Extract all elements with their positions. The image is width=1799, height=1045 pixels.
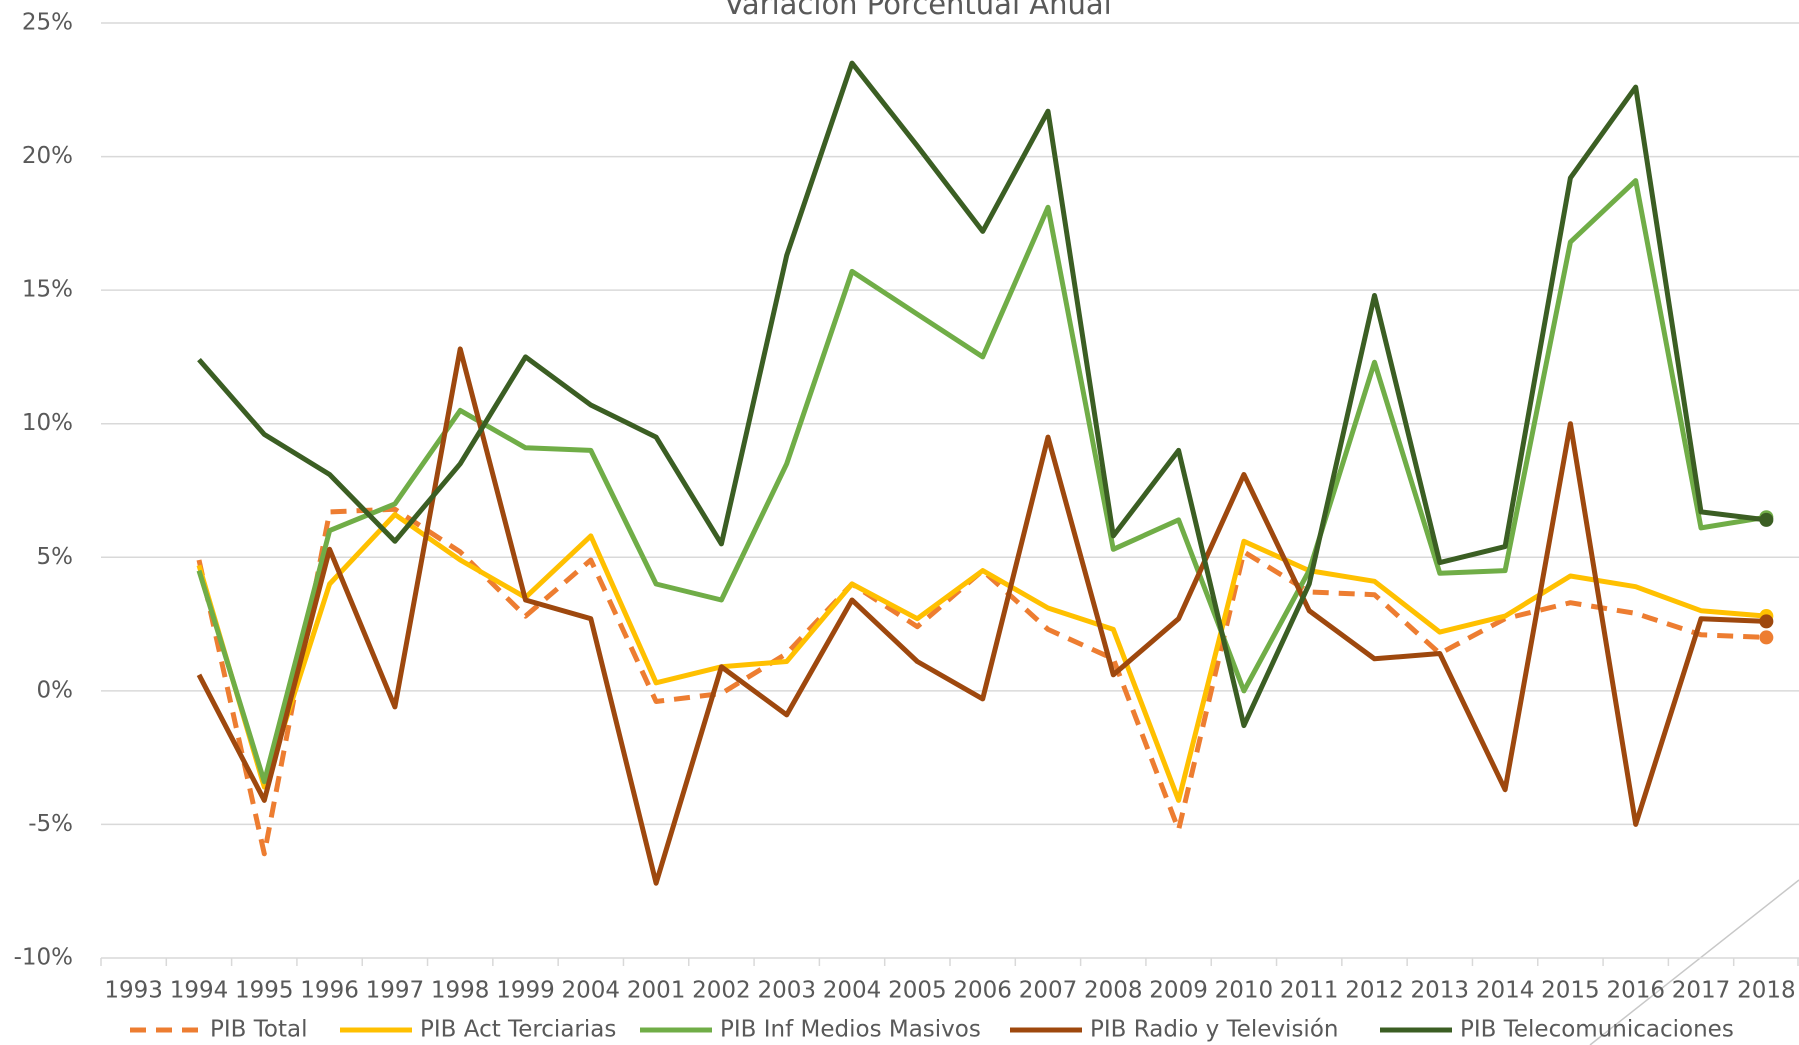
decor-line: [1589, 879, 1799, 1045]
x-tick-label: 1993: [104, 978, 163, 1004]
x-tick-label: 2016: [1606, 978, 1665, 1004]
x-tick-label: 2008: [1084, 978, 1143, 1004]
x-tick-label: 2004: [823, 978, 882, 1004]
chart-title: Variación Porcentual Anual: [724, 0, 1111, 21]
end-marker: [1759, 512, 1774, 527]
x-tick-label: 2018: [1737, 978, 1796, 1004]
y-tick-label: 10%: [22, 410, 73, 436]
y-tick-label: -5%: [28, 811, 73, 837]
x-tick-label: 2007: [1019, 978, 1078, 1004]
series-line: [197, 60, 1767, 729]
y-tick-label: 15%: [22, 277, 73, 303]
series-line: [196, 512, 1767, 803]
x-tick-label: 2006: [953, 978, 1012, 1004]
legend-label: PIB Inf Medios Masivos: [720, 1017, 981, 1043]
end-marker: [1759, 630, 1774, 645]
x-tick-label: 2017: [1672, 978, 1731, 1004]
x-tick-label: 2001: [627, 978, 686, 1004]
x-tick-label: 1995: [235, 978, 294, 1004]
series-line: [196, 178, 1767, 785]
x-tick-label: 2013: [1411, 978, 1470, 1004]
end-marker: [1759, 614, 1774, 629]
x-tick-label: 2010: [1215, 978, 1274, 1004]
x-tick-label: 1996: [300, 978, 359, 1004]
y-tick-label: 25%: [22, 10, 73, 36]
x-tick-label: 2003: [757, 978, 816, 1004]
series-line: [196, 346, 1767, 886]
x-tick-label: 2015: [1541, 978, 1600, 1004]
x-tick-label: 1994: [170, 978, 229, 1004]
x-tick-label: 1997: [366, 978, 425, 1004]
y-tick-label: 5%: [37, 544, 74, 570]
legend-label: PIB Radio y Televisión: [1090, 1017, 1338, 1043]
legend-label: PIB Act Terciarias: [420, 1017, 616, 1043]
x-tick-label: 1999: [496, 978, 555, 1004]
x-tick-label: 2002: [692, 978, 751, 1004]
series-line: [196, 506, 1767, 857]
x-tick-label: 2011: [1280, 978, 1339, 1004]
y-tick-label: -10%: [14, 945, 73, 971]
legend-label: PIB Total: [210, 1017, 307, 1043]
x-tick-label: 2014: [1476, 978, 1535, 1004]
x-tick-label: 2004: [562, 978, 621, 1004]
x-tick-label: 2009: [1149, 978, 1208, 1004]
legend-label: PIB Telecomunicaciones: [1460, 1017, 1734, 1043]
y-tick-label: 0%: [37, 677, 74, 703]
x-tick-label: 2012: [1345, 978, 1404, 1004]
y-tick-label: 20%: [22, 143, 73, 169]
x-tick-label: 1998: [431, 978, 490, 1004]
x-tick-label: 2005: [888, 978, 947, 1004]
